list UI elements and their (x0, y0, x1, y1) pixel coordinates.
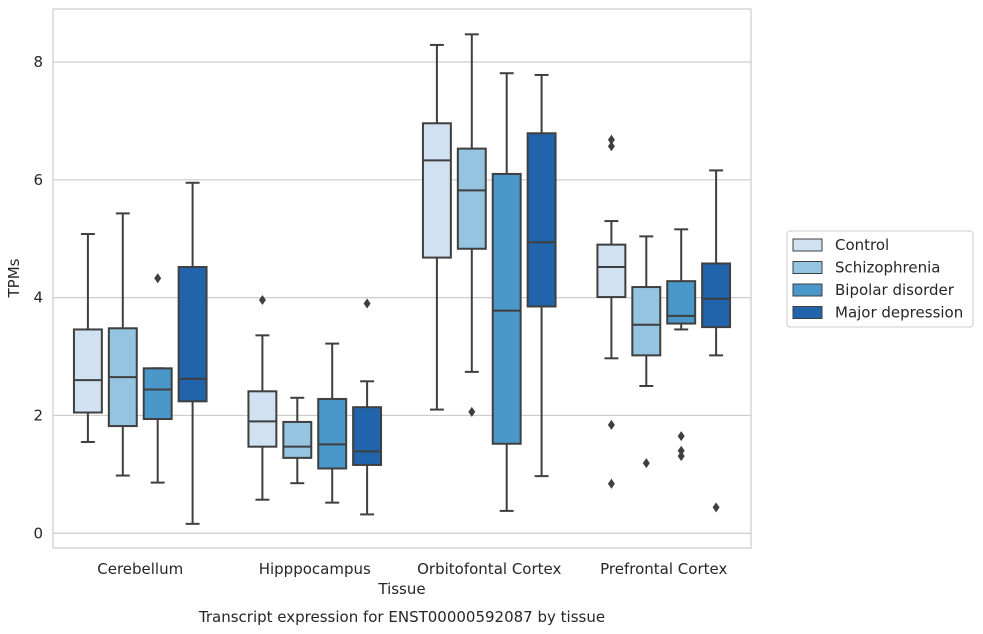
box-schizophrenia (458, 34, 486, 417)
outlier-point (678, 451, 685, 461)
y-tick-label: 8 (33, 53, 43, 71)
box-body (144, 368, 172, 419)
y-tick-label: 2 (33, 406, 43, 424)
outlier-point (643, 458, 650, 468)
box-bipolar-disorder (493, 73, 521, 511)
box-control (597, 135, 625, 489)
box-body (458, 149, 486, 249)
legend-label: Bipolar disorder (835, 281, 955, 299)
legend-label: Schizophrenia (835, 259, 940, 277)
chart-caption: Transcript expression for ENST0000059208… (198, 608, 605, 626)
boxplot-chart: 0 2 4 6 8 Cerebellum Hipppocampus Orbitofontal… (0, 0, 983, 634)
x-tick-label: Orbitofontal Cortex (417, 560, 561, 578)
box-major-depression (353, 299, 381, 515)
box-schizophrenia (283, 398, 311, 483)
outlier-point (608, 141, 615, 151)
x-tick-label: Cerebellum (97, 560, 183, 578)
outlier-point (713, 502, 720, 512)
box-bipolar-disorder (318, 344, 346, 503)
box-schizophrenia (109, 213, 137, 475)
x-axis-title: Tissue (377, 580, 425, 598)
box-control (74, 234, 102, 442)
box-body (597, 245, 625, 297)
box-bipolar-disorder (144, 273, 172, 482)
box-body (667, 281, 695, 323)
legend-swatch (793, 262, 822, 274)
y-tick-label: 0 (33, 524, 43, 542)
box-body (318, 399, 346, 469)
box-body (702, 263, 730, 327)
box-body (528, 133, 556, 306)
outlier-point (608, 479, 615, 489)
legend: Control Schizophrenia Bipolar disorder Majo… (787, 231, 973, 327)
legend-swatch (793, 239, 822, 251)
box-control (248, 295, 276, 500)
legend-swatch (793, 284, 822, 296)
box-body (493, 174, 521, 444)
y-tick-label: 4 (33, 289, 43, 307)
outlier-point (154, 273, 161, 283)
box-bipolar-disorder (667, 229, 695, 461)
box-body (248, 391, 276, 446)
box-body (423, 123, 451, 257)
x-axis-ticks: Cerebellum Hipppocampus Orbitofontal Corte… (97, 560, 727, 578)
legend-label: Major depression (835, 304, 963, 322)
box-major-depression (702, 170, 730, 512)
outlier-point (259, 295, 266, 305)
box-body (179, 267, 207, 401)
y-axis-ticks: 0 2 4 6 8 (33, 53, 43, 542)
box-body (283, 422, 311, 458)
x-tick-label: Hipppocampus (259, 560, 371, 578)
box-major-depression (179, 183, 207, 524)
box-body (74, 329, 102, 412)
box-body (353, 407, 381, 465)
outlier-point (608, 420, 615, 430)
y-tick-label: 6 (33, 171, 43, 189)
outlier-point (364, 299, 371, 309)
legend-label: Control (835, 236, 889, 254)
outlier-point (678, 431, 685, 441)
box-control (423, 45, 451, 410)
box-schizophrenia (632, 236, 660, 468)
box-body (632, 287, 660, 355)
legend-swatch (793, 307, 822, 319)
boxes (74, 34, 730, 524)
y-axis-title: TPMs (5, 258, 23, 298)
x-tick-label: Prefrontal Cortex (600, 560, 727, 578)
